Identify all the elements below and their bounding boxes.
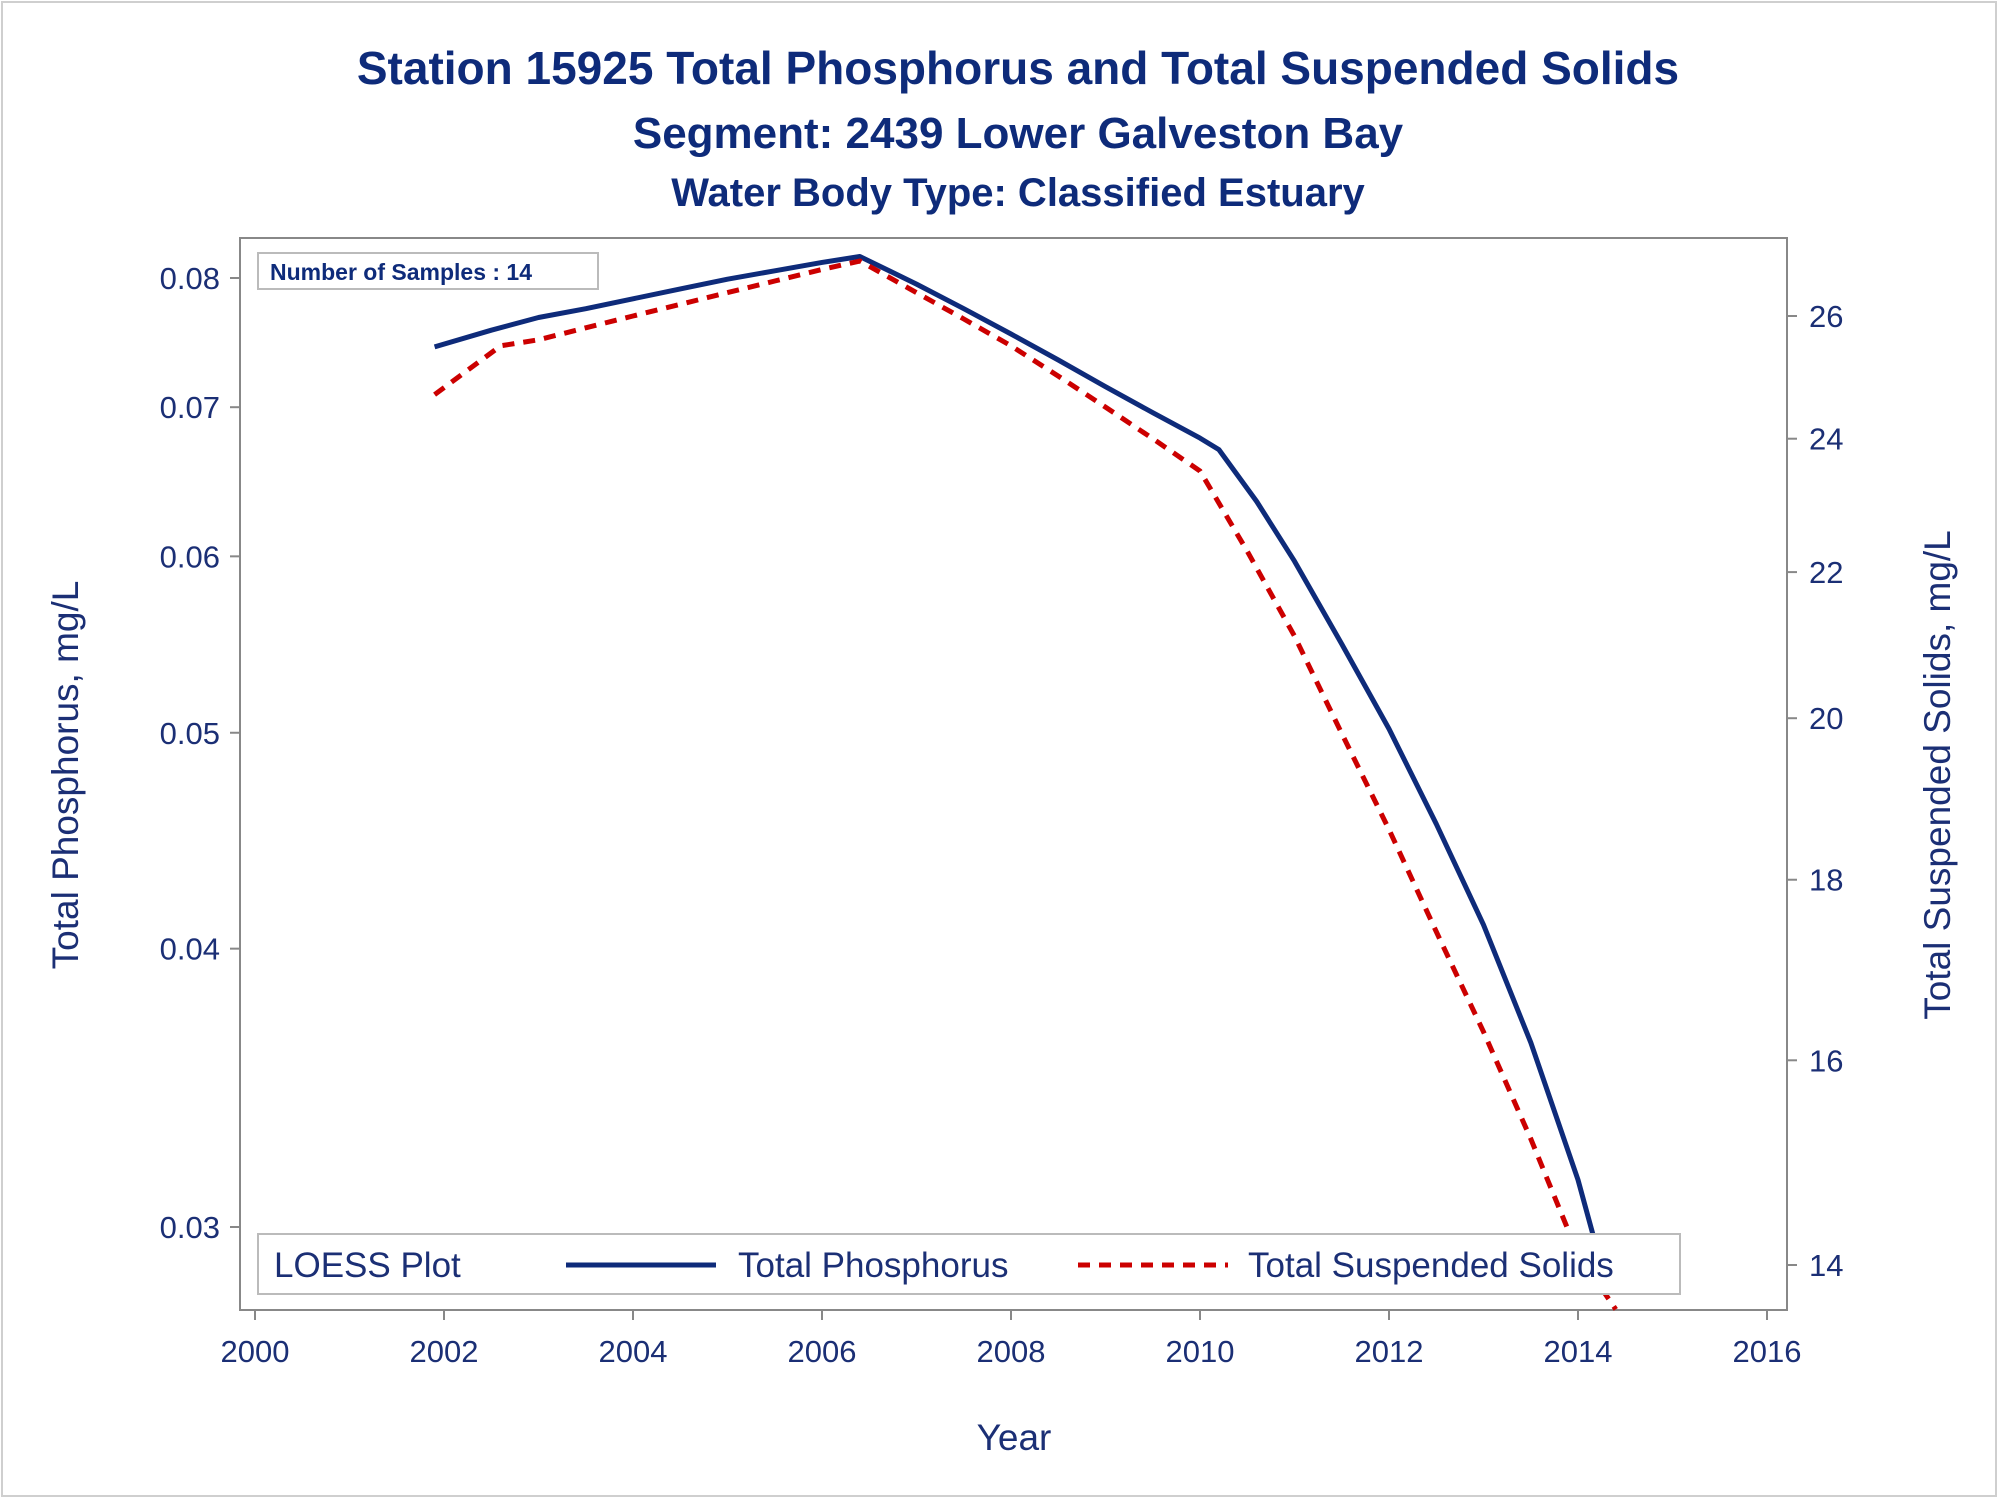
y-right-tick-label: 26 bbox=[1809, 299, 1843, 334]
x-axis-ticks: 2000 2002 2004 2006 2008 2010 2012 2014 2016 bbox=[221, 1310, 1802, 1369]
y-left-tick-label: 0.08 bbox=[160, 261, 220, 296]
x-tick-label: 2010 bbox=[1166, 1334, 1235, 1369]
y-left-axis-label: Total Phosphorus, mg/L bbox=[45, 581, 86, 970]
y-left-tick-label: 0.06 bbox=[160, 539, 220, 574]
x-tick-label: 2006 bbox=[788, 1334, 857, 1369]
x-tick-label: 2012 bbox=[1355, 1334, 1424, 1369]
x-tick-label: 2008 bbox=[977, 1334, 1046, 1369]
x-tick-label: 2014 bbox=[1544, 1334, 1613, 1369]
legend-title: LOESS Plot bbox=[274, 1246, 461, 1285]
legend-label-total-phosphorus: Total Phosphorus bbox=[738, 1246, 1008, 1285]
x-tick-label: 2004 bbox=[599, 1334, 668, 1369]
y-right-tick-label: 20 bbox=[1809, 701, 1843, 736]
y-left-tick-label: 0.03 bbox=[160, 1210, 220, 1245]
series-line-total-phosphorus bbox=[433, 254, 1609, 1285]
y-left-tick-label: 0.07 bbox=[160, 390, 220, 425]
sample-count-box bbox=[257, 252, 599, 290]
y-right-tick-label: 24 bbox=[1809, 422, 1843, 457]
y-right-tick-label: 14 bbox=[1809, 1248, 1843, 1283]
plot-area bbox=[239, 237, 1788, 1311]
y-left-tick-label: 0.04 bbox=[160, 932, 220, 967]
y-left-tick-label: 0.05 bbox=[160, 716, 220, 751]
y-right-axis-label: Total Suspended Solids, mg/L bbox=[1917, 530, 1958, 1020]
y-right-tick-label: 16 bbox=[1809, 1043, 1843, 1078]
y-right-tick-label: 22 bbox=[1809, 555, 1843, 590]
chart-subtitle-waterbody: Water Body Type: Classified Estuary bbox=[671, 171, 1365, 215]
sample-count-label: Number of Samples : 14 bbox=[270, 259, 532, 285]
y-left-axis-ticks: 0.03 0.04 0.05 0.06 0.07 0.08 bbox=[160, 261, 240, 1245]
x-tick-label: 2000 bbox=[221, 1334, 290, 1369]
legend-label-total-suspended-solids: Total Suspended Solids bbox=[1248, 1246, 1614, 1285]
x-tick-label: 2002 bbox=[410, 1334, 479, 1369]
x-tick-label: 2016 bbox=[1733, 1334, 1802, 1369]
x-axis-label: Year bbox=[977, 1417, 1052, 1458]
chart-title: Station 15925 Total Phosphorus and Total… bbox=[357, 42, 1679, 94]
y-right-tick-label: 18 bbox=[1809, 863, 1843, 898]
legend-box bbox=[257, 1233, 1681, 1295]
y-right-axis-ticks: 14 16 18 20 22 24 26 bbox=[1787, 299, 1843, 1283]
series-line-total-suspended-solids bbox=[433, 258, 1618, 1311]
chart-subtitle-segment: Segment: 2439 Lower Galveston Bay bbox=[633, 109, 1404, 158]
